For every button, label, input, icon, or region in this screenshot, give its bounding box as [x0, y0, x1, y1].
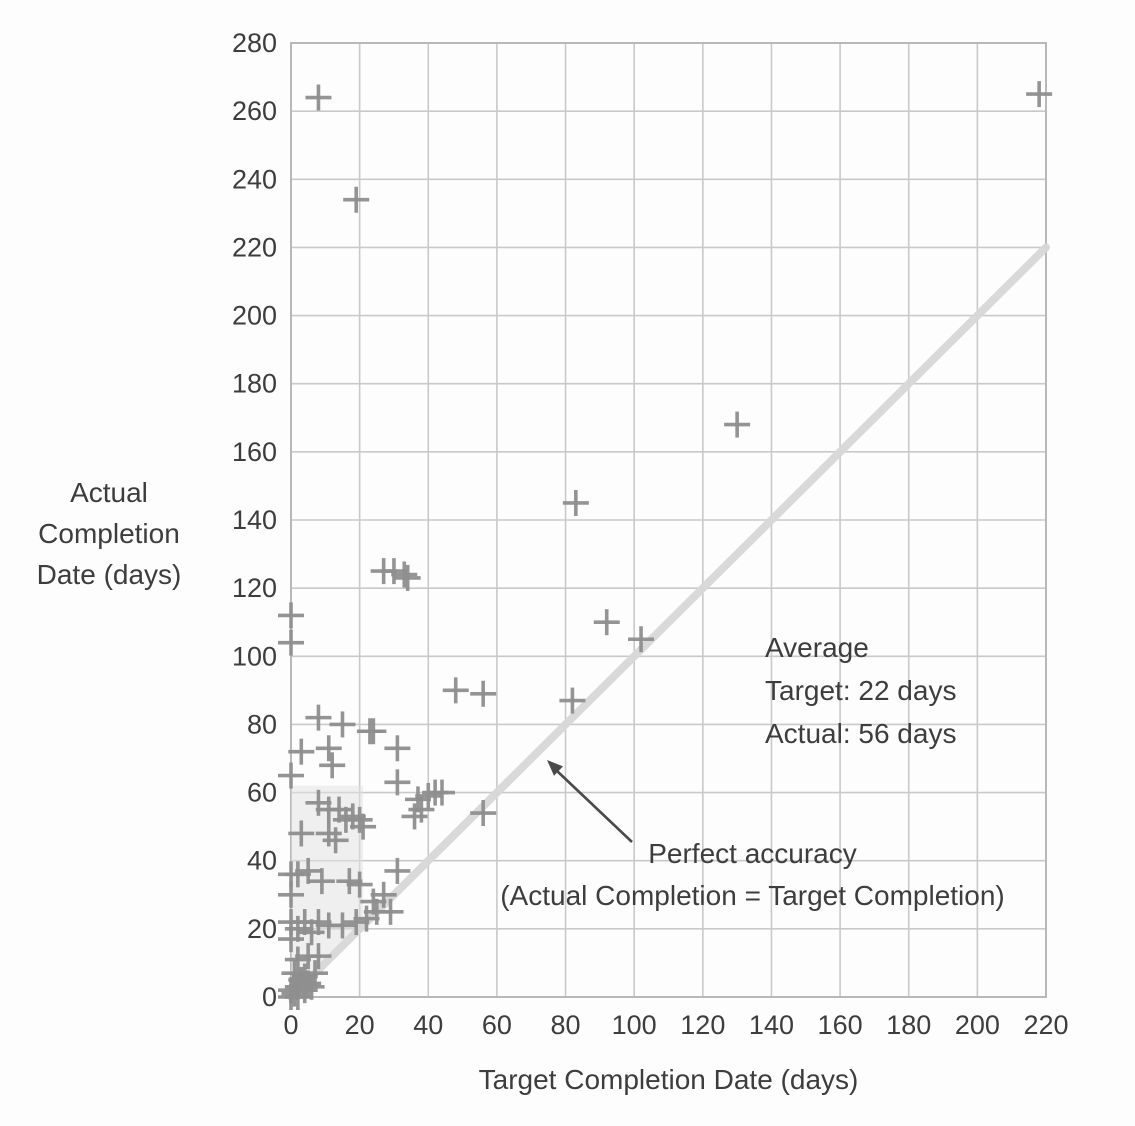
x-tick-label: 200 [955, 1010, 1000, 1040]
data-point-cross [346, 871, 373, 898]
y-tick-label: 200 [232, 301, 277, 331]
data-point-cross [319, 752, 346, 779]
data-point-cross [346, 806, 373, 833]
data-point-cross [295, 857, 322, 884]
y-axis-label-line: Completion [38, 518, 180, 549]
y-tick-label: 40 [247, 846, 277, 876]
data-point-cross [315, 820, 342, 847]
x-tick-label: 80 [551, 1010, 581, 1040]
data-point-cross [384, 769, 411, 796]
data-point-cross [284, 984, 311, 1010]
data-point-cross [593, 609, 620, 636]
data-point-cross [628, 626, 655, 653]
data-point-cross [308, 868, 335, 895]
data-point-cross [322, 827, 349, 854]
data-point-cross [291, 977, 318, 1004]
average-actual-value: Actual: 56 days [765, 718, 957, 749]
x-tick-label: 0 [283, 1010, 298, 1040]
x-tick-label: 100 [612, 1010, 657, 1040]
x-tick-label: 20 [345, 1010, 375, 1040]
data-point-cross [442, 677, 469, 704]
y-axis-label-line: Date (days) [36, 559, 182, 590]
y-tick-label: 60 [247, 778, 277, 808]
perfect-accuracy-annotation: Perfect accuracy (Actual Completion = Ta… [400, 833, 1105, 917]
data-point-cross [384, 857, 411, 884]
data-point-cross [360, 718, 387, 745]
x-tick-label: 120 [680, 1010, 725, 1040]
data-point-cross [562, 489, 589, 516]
data-point-cross [298, 919, 325, 946]
annotation-arrow-shaft [555, 769, 633, 843]
data-point-cross [305, 943, 332, 970]
data-point-cross [391, 561, 418, 588]
data-point-cross [278, 881, 304, 908]
data-point-cross [343, 186, 370, 213]
y-tick-label: 280 [232, 28, 277, 58]
x-tick-label: 140 [749, 1010, 794, 1040]
x-tick-label: 160 [818, 1010, 863, 1040]
x-tick-label: 40 [413, 1010, 443, 1040]
data-point-cross [295, 970, 322, 997]
average-target-value: Target: 22 days [765, 675, 957, 706]
average-annotation-title: Average [765, 632, 869, 663]
data-point-cross [559, 687, 586, 714]
x-tick-label: 60 [482, 1010, 512, 1040]
data-point-cross [329, 912, 356, 939]
data-point-cross [298, 973, 325, 1000]
perfect-accuracy-label: Perfect accuracy [648, 838, 857, 869]
data-point-cross [394, 564, 421, 591]
data-point-cross [470, 800, 497, 827]
data-point-cross [1026, 81, 1053, 108]
y-tick-label: 20 [247, 914, 277, 944]
data-point-cross [408, 796, 435, 823]
perfect-accuracy-line [287, 243, 1050, 1001]
y-tick-label: 160 [232, 437, 277, 467]
y-tick-label: 80 [247, 709, 277, 739]
data-point-cross [401, 803, 428, 830]
x-tick-label: 220 [1023, 1010, 1068, 1040]
data-point-cross [278, 629, 304, 656]
data-point-cross [278, 926, 304, 953]
average-annotation: Average Target: 22 days Actual: 56 days [765, 626, 956, 755]
axis-box [290, 42, 1047, 998]
data-point-cross [350, 813, 377, 840]
x-tick-label: 180 [886, 1010, 931, 1040]
data-point-cross [384, 735, 411, 762]
y-axis-label-line: Actual [70, 477, 148, 508]
y-tick-label: 0 [262, 982, 277, 1012]
x-axis-label: Target Completion Date (days) [478, 1064, 859, 1095]
data-point-cross [278, 762, 304, 789]
data-point-cross [329, 711, 356, 738]
data-point-cross [724, 411, 751, 438]
data-point-cross [288, 820, 315, 847]
data-point-cross [429, 779, 455, 806]
data-point-cross [315, 735, 342, 762]
perfect-accuracy-formula: (Actual Completion = Target Completion) [500, 880, 1005, 911]
y-axis-label: Actual Completion Date (days) [0, 472, 218, 595]
data-point-cross [278, 602, 304, 629]
y-tick-label: 120 [232, 573, 277, 603]
y-tick-label: 180 [232, 369, 277, 399]
data-point-cross [343, 909, 370, 936]
data-point-cross [415, 782, 442, 809]
data-point-cross [470, 680, 497, 707]
y-tick-label: 100 [232, 641, 277, 671]
y-tick-label: 140 [232, 505, 277, 535]
y-tick-label: 220 [232, 232, 277, 262]
data-point-cross [305, 84, 332, 111]
annotation-arrow-head [547, 760, 563, 776]
y-tick-label: 240 [232, 164, 277, 194]
data-point-cross [288, 738, 315, 765]
y-tick-label: 260 [232, 96, 277, 126]
data-point-cross [305, 704, 332, 731]
